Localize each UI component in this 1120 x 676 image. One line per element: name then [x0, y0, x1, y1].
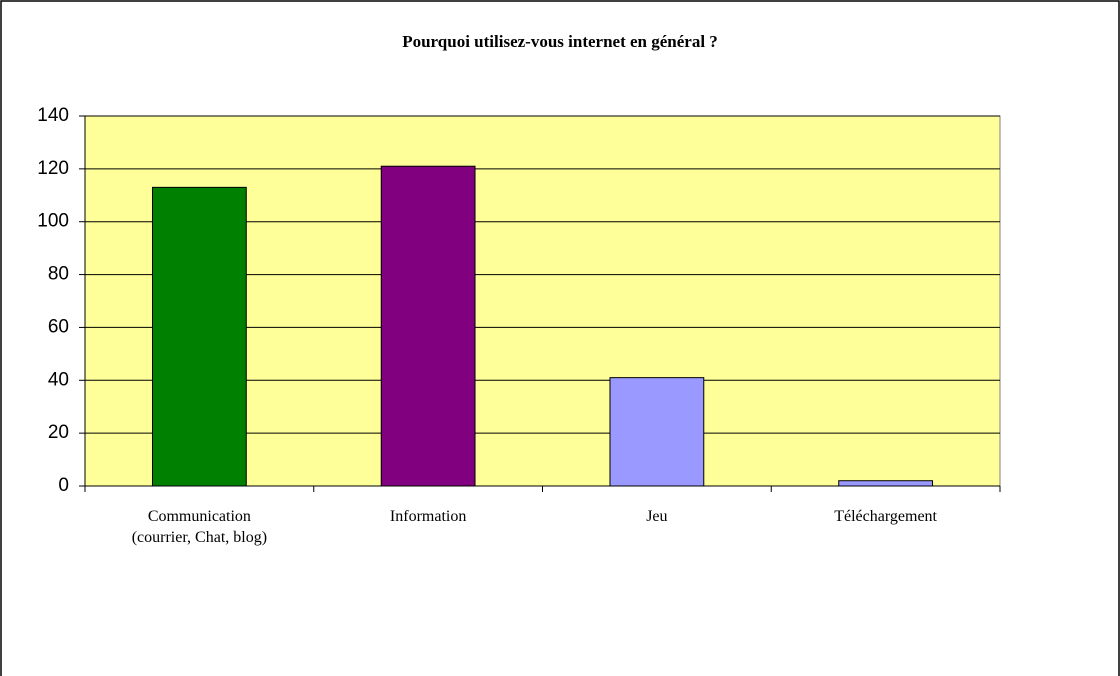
bar	[380, 165, 476, 487]
y-tick-label: 60	[48, 316, 69, 337]
bar	[151, 186, 247, 487]
x-tick-label: Téléchargement	[834, 508, 937, 525]
y-tick-label: 0	[58, 475, 69, 496]
y-tick-label: 80	[48, 264, 69, 285]
y-tick-label: 20	[48, 422, 69, 443]
y-tick-label: 120	[37, 158, 69, 179]
y-tick-label: 140	[37, 105, 69, 126]
chart-title: Pourquoi utilisez-vous internet en génér…	[402, 32, 718, 51]
y-tick-label: 100	[37, 211, 69, 232]
bar	[838, 480, 934, 487]
x-tick-label: Communication (courrier, Chat, blog)	[131, 508, 268, 546]
x-tick-label: Information	[389, 508, 467, 525]
y-tick-label: 40	[48, 369, 69, 390]
bar	[609, 377, 705, 487]
x-tick-label: Jeu	[646, 508, 668, 525]
